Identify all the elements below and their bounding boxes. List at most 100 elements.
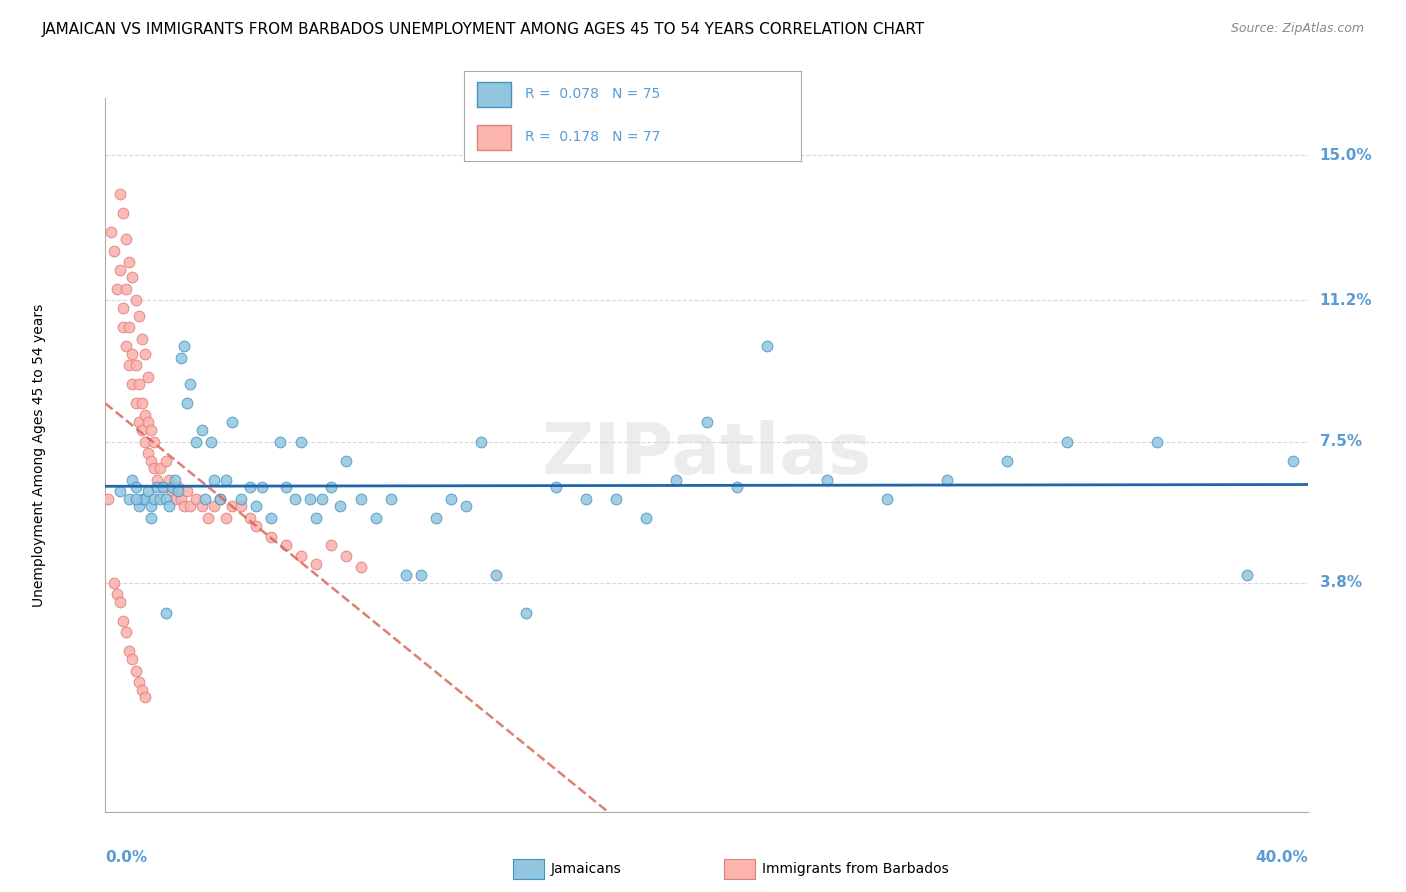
Point [350,491,373,506]
Point [139,500,162,514]
Point [155,453,177,467]
Point [176,396,198,410]
Point [725,480,748,494]
Point [364,511,387,525]
Point [200,434,222,449]
Point [245,518,267,533]
Point [311,491,333,506]
Point [160,480,183,494]
Point [121,377,143,392]
Point [121,270,143,285]
Point [485,568,508,582]
Point [454,500,477,514]
Point [97,491,120,506]
Point [163,491,186,506]
Point [208,491,231,506]
Point [139,511,162,525]
Point [194,491,217,506]
Text: 7.5%: 7.5% [1320,434,1362,449]
Point [350,560,373,574]
Point [335,549,357,563]
Point [115,282,138,296]
Point [121,652,143,666]
Text: R =  0.178   N = 77: R = 0.178 N = 77 [524,130,659,145]
Point [190,423,212,437]
Point [134,690,156,705]
Point [145,480,167,494]
Point [184,434,207,449]
Point [229,491,252,506]
Point [221,500,243,514]
Point [134,434,156,449]
Point [876,491,898,506]
Text: 3.8%: 3.8% [1320,575,1362,591]
Point [274,538,297,552]
Point [155,607,177,621]
Point [1146,434,1168,449]
Point [118,320,141,334]
Text: 15.0%: 15.0% [1320,148,1372,163]
Point [319,538,342,552]
Point [134,491,156,506]
Point [152,480,174,494]
Point [124,664,146,678]
Text: Unemployment Among Ages 45 to 54 years: Unemployment Among Ages 45 to 54 years [32,303,46,607]
Point [274,480,297,494]
Text: Immigrants from Barbados: Immigrants from Barbados [762,862,949,876]
Point [260,511,283,525]
Point [815,473,838,487]
Point [148,461,170,475]
Point [575,491,598,506]
Text: ZIPatlas: ZIPatlas [541,420,872,490]
Point [1281,453,1303,467]
Point [190,500,212,514]
Point [136,446,159,460]
Point [136,484,159,499]
Point [142,434,165,449]
Point [157,473,180,487]
Point [131,423,153,437]
Point [142,461,165,475]
Point [128,377,150,392]
Point [1056,434,1078,449]
Point [298,491,321,506]
Point [112,614,135,628]
Point [112,205,135,219]
Point [290,549,312,563]
Point [169,351,191,365]
Point [160,484,183,499]
Point [152,480,174,494]
Point [214,473,236,487]
Point [229,500,252,514]
FancyBboxPatch shape [478,125,512,150]
Point [995,453,1018,467]
Point [208,491,231,506]
Point [245,500,267,514]
Point [214,511,236,525]
Point [121,347,143,361]
Point [118,358,141,372]
Point [139,423,162,437]
Point [139,453,162,467]
Point [124,491,146,506]
Point [197,511,219,525]
Point [107,282,129,296]
Point [380,491,402,506]
Point [179,377,201,392]
Text: Source: ZipAtlas.com: Source: ZipAtlas.com [1230,22,1364,36]
Point [131,682,153,697]
Point [128,309,150,323]
Point [239,511,262,525]
Point [121,473,143,487]
Text: Jamaicans: Jamaicans [551,862,621,876]
Point [173,339,195,353]
Point [184,491,207,506]
Point [1236,568,1258,582]
Point [145,473,167,487]
Point [305,557,328,571]
Point [173,500,195,514]
Point [115,339,138,353]
Point [103,244,125,258]
Point [202,500,225,514]
Point [284,491,307,506]
